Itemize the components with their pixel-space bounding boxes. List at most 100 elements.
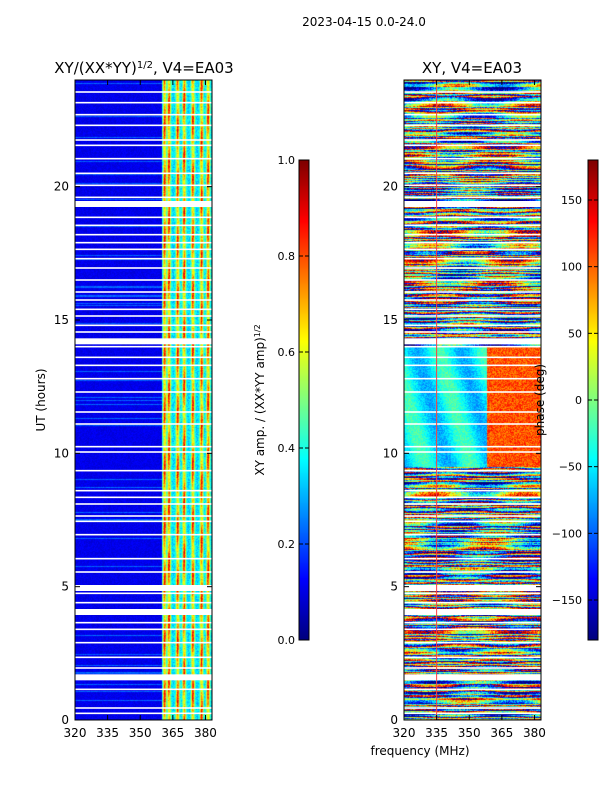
- flagged-gap: [404, 91, 541, 93]
- colorbar-tick-label: 0.0: [278, 634, 296, 647]
- flagged-gap: [404, 489, 541, 492]
- phase-colorbar-ticks: −150 −100 −50 0 50 100 150: [552, 194, 598, 607]
- phase-plot-frame: [403, 79, 542, 721]
- x-tick-label: 320: [393, 726, 416, 740]
- flagged-gap: [404, 411, 541, 413]
- x-tick-label: 335: [96, 726, 119, 740]
- flagged-gap: [75, 308, 212, 311]
- flagged-gap: [404, 674, 541, 681]
- panel-phase-title: XY, V4=EA03: [422, 59, 522, 77]
- flagged-gap: [404, 216, 541, 219]
- amplitude-flag-gaps: [75, 91, 212, 715]
- flagged-gap: [75, 451, 212, 453]
- flagged-gap: [404, 201, 541, 207]
- y-tick-label: 20: [383, 180, 398, 194]
- flagged-gap: [404, 377, 541, 380]
- flagged-gap: [75, 628, 212, 631]
- y-tick-label: 0: [61, 713, 69, 727]
- colorbar-tick-label: 0.8: [278, 250, 296, 263]
- colorbar-tick-label: −50: [559, 461, 582, 474]
- flagged-gap: [404, 308, 541, 311]
- flagged-gap: [75, 196, 212, 199]
- colorbar-tick-label: 1.0: [278, 154, 296, 167]
- flagged-gap: [75, 515, 212, 517]
- flagged-gap: [75, 124, 212, 127]
- flagged-gap: [75, 356, 212, 359]
- phase-flag-gaps: [404, 91, 541, 715]
- amplitude-heatmap-image: [75, 80, 212, 720]
- flagged-gap: [404, 345, 541, 348]
- colorbar-tick-label: −100: [552, 527, 582, 540]
- flagged-gap: [404, 315, 541, 317]
- flagged-gap: [404, 291, 541, 293]
- flagged-gap: [75, 656, 212, 659]
- amplitude-colorbar-label: XY amp. / (XX*YY amp)1/2: [253, 324, 268, 475]
- colorbar-tick-label: 100: [561, 261, 582, 274]
- panel-phase: XY, V4=EA03 320 335 350 365 380 0 5 10 15 20: [383, 59, 546, 740]
- flagged-gap: [75, 557, 212, 560]
- flagged-gap: [75, 707, 212, 709]
- flagged-gap: [404, 712, 541, 715]
- flagged-gap: [75, 113, 212, 116]
- flagged-gap: [75, 91, 212, 93]
- flagged-gap: [404, 391, 541, 393]
- flagged-gap: [75, 257, 212, 260]
- flagged-gap: [75, 489, 212, 492]
- flagged-gap: [75, 279, 212, 281]
- flagged-gap: [75, 621, 212, 624]
- y-tick-label: 10: [383, 446, 398, 460]
- colorbar-tick-label: 0: [575, 394, 582, 407]
- colorbar-tick-label: 50: [568, 327, 582, 340]
- flagged-gap: [404, 299, 541, 301]
- flagged-gap: [75, 233, 212, 236]
- flagged-gap: [404, 423, 541, 425]
- flagged-gap: [75, 571, 212, 573]
- flagged-gap: [404, 257, 541, 260]
- flagged-gap: [75, 641, 212, 644]
- flagged-gap: [404, 656, 541, 659]
- flagged-gap: [404, 172, 541, 175]
- x-tick-label: 365: [490, 726, 513, 740]
- colorbar-tick-label: 0.2: [278, 538, 296, 551]
- amplitude-colorbar-frame: [298, 159, 310, 641]
- flagged-gap: [75, 201, 212, 207]
- flagged-gap: [404, 224, 541, 227]
- flagged-gap: [404, 533, 541, 536]
- flagged-gap: [404, 515, 541, 517]
- flagged-gap: [404, 641, 541, 644]
- flagged-gap: [75, 411, 212, 413]
- phase-colorbar-label: phase (deg): [533, 364, 547, 436]
- y-tick-label: 5: [390, 580, 398, 594]
- x-tick-label: 350: [458, 726, 481, 740]
- flagged-gap: [404, 144, 541, 147]
- flagged-gap: [404, 124, 541, 127]
- flagged-gap: [75, 101, 212, 104]
- flagged-gap: [75, 224, 212, 227]
- amplitude-y-ticks: 0 5 10 15 20: [54, 180, 212, 727]
- amplitude-plot-frame: [74, 79, 213, 721]
- flagged-gap: [404, 667, 541, 669]
- flagged-gap: [404, 157, 541, 160]
- flagged-gap: [404, 520, 541, 523]
- flagged-gap: [404, 609, 541, 615]
- x-tick-label: 335: [425, 726, 448, 740]
- flagged-gap: [75, 139, 212, 141]
- flagged-gap: [75, 503, 212, 505]
- flagged-gap: [75, 144, 212, 147]
- flagged-gap: [75, 391, 212, 393]
- flagged-gap: [404, 364, 541, 367]
- phase-heatmap-image: [404, 80, 541, 720]
- flagged-gap: [75, 364, 212, 367]
- y-tick-label: 5: [61, 580, 69, 594]
- y-tick-label: 15: [54, 313, 69, 327]
- y-tick-label: 20: [54, 180, 69, 194]
- amplitude-colorbar-gradient: [299, 160, 309, 640]
- flagged-gap: [75, 315, 212, 317]
- flagged-gap: [404, 451, 541, 453]
- flagged-gap: [75, 172, 212, 175]
- flagged-gap: [75, 688, 212, 691]
- flagged-gap: [404, 628, 541, 631]
- flagged-gap: [404, 233, 541, 236]
- flagged-gap: [75, 184, 212, 187]
- flagged-gap: [75, 585, 212, 591]
